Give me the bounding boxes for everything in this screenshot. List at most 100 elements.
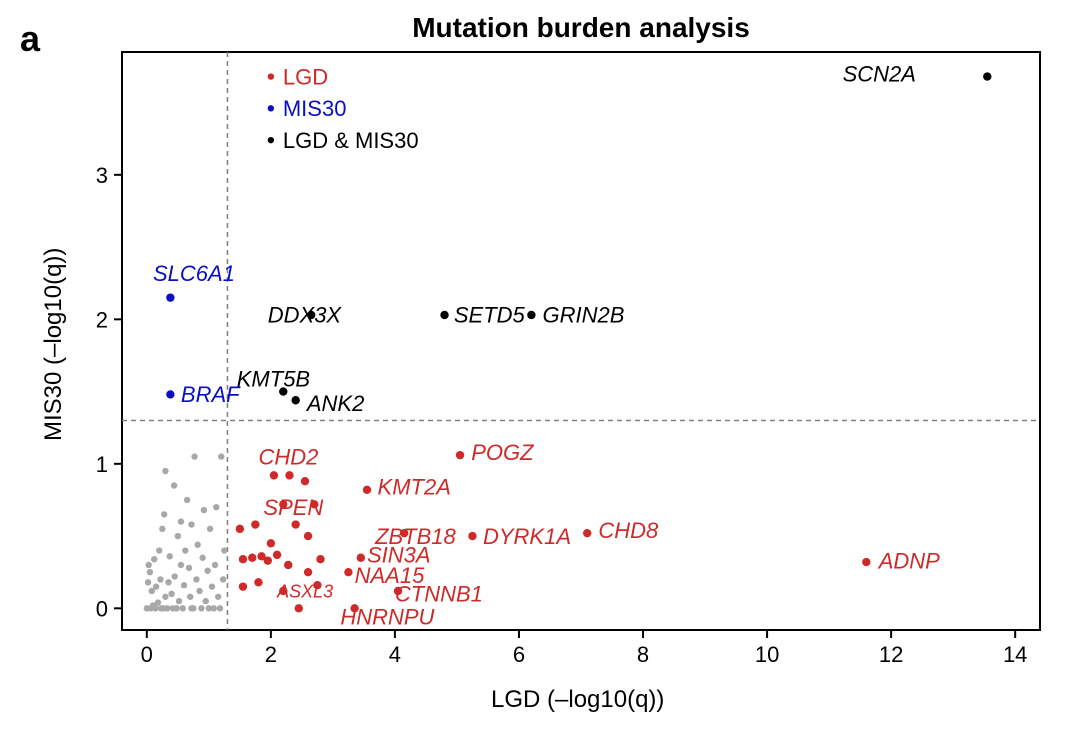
x-axis-label: LGD (–log10(q)) [491, 686, 664, 714]
data-point-grey [162, 468, 168, 474]
data-point-grey [211, 605, 217, 611]
data-point-both [440, 311, 448, 319]
legend-label: MIS30 [283, 96, 347, 121]
legend-marker [268, 105, 274, 111]
data-point-lgd [357, 554, 365, 562]
data-point-grey [194, 542, 200, 548]
data-point-grey [151, 556, 157, 562]
y-tick-label: 3 [96, 163, 108, 188]
gene-label: POGZ [471, 440, 535, 465]
legend-marker [268, 137, 274, 143]
y-tick-label: 1 [96, 452, 108, 477]
data-point-grey [162, 594, 168, 600]
data-point-grey [168, 591, 174, 597]
data-point-lgd [264, 556, 272, 564]
legend-label: LGD & MIS30 [283, 128, 419, 153]
gene-label: CTNNB1 [395, 582, 483, 607]
gene-label: KMT5B [237, 366, 310, 391]
y-tick-label: 2 [96, 307, 108, 332]
gene-label: SPEN [263, 495, 323, 520]
data-point-grey [190, 605, 196, 611]
data-point-lgd [316, 555, 324, 563]
gene-label: DDX3X [268, 303, 343, 328]
data-point-lgd [270, 471, 278, 479]
data-point-grey [157, 576, 163, 582]
data-point-grey [161, 511, 167, 517]
data-point-both [291, 396, 299, 404]
data-point-lgd [248, 554, 256, 562]
data-point-grey [184, 497, 190, 503]
x-tick-label: 0 [141, 642, 153, 667]
data-point-lgd [301, 477, 309, 485]
data-point-lgd [267, 539, 275, 547]
x-tick-label: 14 [1003, 642, 1027, 667]
data-point-mis30 [166, 293, 174, 301]
data-point-grey [218, 453, 224, 459]
x-tick-label: 6 [513, 642, 525, 667]
data-point-grey [215, 594, 221, 600]
plot-area [122, 52, 1040, 630]
data-point-grey [188, 521, 194, 527]
data-point-lgd [304, 568, 312, 576]
data-point-grey [165, 579, 171, 585]
data-point-grey [193, 576, 199, 582]
data-point-grey [175, 533, 181, 539]
data-point-grey [203, 598, 209, 604]
data-point-lgd [295, 604, 303, 612]
x-tick-label: 2 [265, 642, 277, 667]
gene-label: SLC6A1 [153, 261, 235, 286]
scatter-chart: 024681012140123SCN2ASLC6A1DDX3XSETD5GRIN… [0, 0, 1080, 734]
data-point-grey [198, 605, 204, 611]
data-point-grey [155, 599, 161, 605]
data-point-grey [164, 605, 170, 611]
data-point-grey [209, 583, 215, 589]
gene-label: DYRK1A [483, 524, 571, 549]
data-point-grey [186, 565, 192, 571]
data-point-grey [204, 568, 210, 574]
data-point-grey [147, 569, 153, 575]
data-point-lgd [583, 529, 591, 537]
data-point-grey [152, 605, 158, 611]
gene-label: ANK2 [305, 391, 364, 416]
data-point-mis30 [166, 390, 174, 398]
data-point-lgd [304, 532, 312, 540]
gene-label: CHD2 [258, 444, 318, 469]
x-tick-label: 10 [755, 642, 779, 667]
data-point-grey [212, 562, 218, 568]
data-point-grey [187, 594, 193, 600]
data-point-grey [156, 547, 162, 553]
data-point-grey [221, 547, 227, 553]
data-point-lgd [239, 555, 247, 563]
data-point-grey [171, 482, 177, 488]
data-point-grey [153, 583, 159, 589]
data-point-grey [207, 526, 213, 532]
data-point-lgd [291, 520, 299, 528]
data-point-both [527, 311, 535, 319]
data-point-lgd [254, 578, 262, 586]
data-point-lgd [468, 532, 476, 540]
x-tick-label: 12 [879, 642, 903, 667]
legend-label: LGD [283, 64, 328, 89]
data-point-lgd [236, 525, 244, 533]
data-point-grey [172, 573, 178, 579]
y-axis-label: MIS30 (–log10(q)) [40, 248, 68, 441]
data-point-lgd [344, 568, 352, 576]
gene-label: ADNP [877, 548, 940, 573]
data-point-grey [178, 518, 184, 524]
data-point-grey [159, 526, 165, 532]
x-tick-label: 4 [389, 642, 401, 667]
gene-label: HNRNPU [340, 605, 434, 630]
data-point-grey [220, 576, 226, 582]
data-point-grey [196, 588, 202, 594]
data-point-grey [145, 579, 151, 585]
data-point-lgd [273, 551, 281, 559]
data-point-lgd [239, 582, 247, 590]
data-point-grey [201, 507, 207, 513]
data-point-grey [180, 605, 186, 611]
gene-label: SCN2A [843, 61, 916, 86]
gene-label: SETD5 [454, 303, 526, 328]
legend-marker [268, 73, 274, 79]
data-point-grey [178, 562, 184, 568]
data-point-grey [191, 453, 197, 459]
data-point-lgd [363, 486, 371, 494]
